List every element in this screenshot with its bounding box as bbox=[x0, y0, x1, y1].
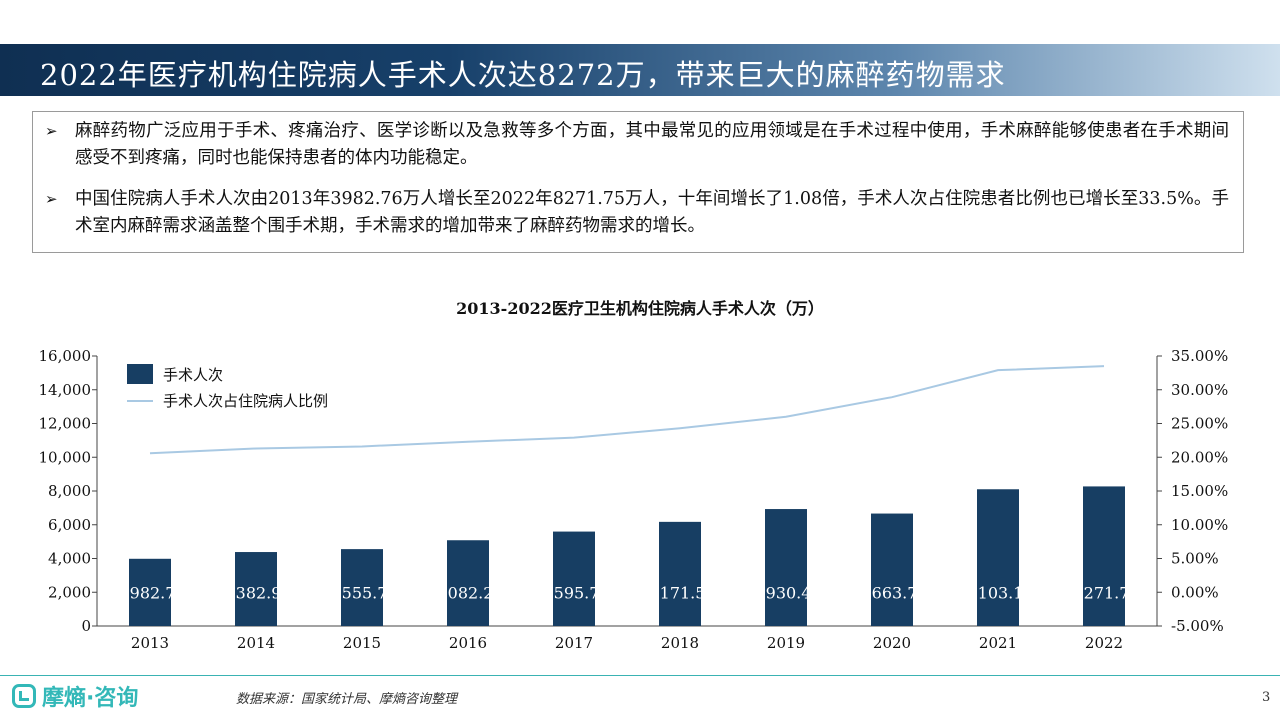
x-tick-label: 2016 bbox=[449, 634, 487, 650]
x-tick-label: 2017 bbox=[555, 634, 593, 650]
chart-title: 2013-2022医疗卫生机构住院病人手术人次（万） bbox=[456, 299, 824, 318]
logo-text: 摩熵·咨询 bbox=[42, 686, 139, 711]
bar-data-label: 5,082.20 bbox=[432, 583, 503, 602]
bar bbox=[765, 509, 807, 626]
y2-tick-label: 15.00% bbox=[1171, 482, 1228, 500]
bar bbox=[659, 521, 701, 626]
data-source: 数据来源：国家统计局、摩熵咨询整理 bbox=[236, 692, 458, 707]
y2-tick-label: 20.00% bbox=[1171, 448, 1228, 466]
legend-line-label: 手术人次占住院病人比例 bbox=[163, 392, 328, 410]
x-tick-label: 2019 bbox=[767, 634, 805, 650]
x-tick-label: 2013 bbox=[131, 634, 169, 650]
y-tick-label: 4,000 bbox=[48, 550, 91, 568]
x-tick-label: 2014 bbox=[237, 634, 275, 650]
bar-data-label: 6,663.74 bbox=[856, 583, 927, 602]
y-tick-label: 10,000 bbox=[39, 448, 92, 466]
arrow-bullet-icon: ➢ bbox=[45, 190, 58, 208]
legend-bar-swatch bbox=[127, 364, 153, 384]
bar-data-label: 8,103.10 bbox=[962, 583, 1033, 602]
bullet-item: ➢ 中国住院病人手术人次由2013年3982.76万人增长至2022年8271.… bbox=[45, 186, 1229, 240]
bar-data-label: 5,595.71 bbox=[538, 583, 609, 602]
y-tick-label: 0 bbox=[81, 617, 91, 635]
x-tick-label: 2015 bbox=[343, 634, 381, 650]
y2-tick-label: 5.00% bbox=[1171, 550, 1219, 568]
y2-tick-label: 25.00% bbox=[1171, 415, 1228, 433]
bar-data-label: 4,382.92 bbox=[220, 583, 291, 602]
bar-data-label: 6,171.58 bbox=[644, 583, 715, 602]
logo-icon bbox=[12, 684, 36, 708]
bar-data-label: 8,271.75 bbox=[1068, 583, 1139, 602]
bar bbox=[1083, 486, 1125, 626]
bar bbox=[341, 549, 383, 626]
y-tick-label: 14,000 bbox=[39, 381, 92, 399]
x-tick-label: 2020 bbox=[873, 634, 911, 650]
y-tick-label: 8,000 bbox=[48, 482, 91, 500]
y2-tick-label: 10.00% bbox=[1171, 516, 1228, 534]
y2-tick-label: -5.00% bbox=[1171, 617, 1224, 635]
bar-data-label: 4,555.70 bbox=[326, 583, 397, 602]
y-tick-label: 2,000 bbox=[48, 583, 91, 601]
x-tick-label: 2022 bbox=[1085, 634, 1123, 650]
bar bbox=[129, 558, 171, 626]
surgery-chart: 0 2,000 4,000 6,000 8,000 10,000 12,000 14,000 1… bbox=[39, 347, 1229, 650]
bar bbox=[871, 513, 913, 626]
bar bbox=[235, 552, 277, 626]
y2-tick-label: 0.00% bbox=[1171, 583, 1219, 601]
title-bar: 2022年医疗机构住院病人手术人次达8272万，带来巨大的麻醉药物需求 bbox=[0, 44, 1280, 96]
legend-bar-label: 手术人次 bbox=[163, 366, 223, 384]
bullet-text: 中国住院病人手术人次由2013年3982.76万人增长至2022年8271.75… bbox=[75, 189, 1229, 236]
bullet-text: 麻醉药物广泛应用于手术、疼痛治疗、医学诊断以及急救等多个方面，其中最常见的应用领… bbox=[75, 121, 1229, 168]
bullet-item: ➢ 麻醉药物广泛应用于手术、疼痛治疗、医学诊断以及急救等多个方面，其中最常见的应… bbox=[45, 118, 1229, 172]
bar bbox=[553, 531, 595, 626]
y-tick-label: 6,000 bbox=[48, 516, 91, 534]
bar-data-label: 6,930.44 bbox=[750, 583, 821, 602]
arrow-bullet-icon: ➢ bbox=[45, 122, 58, 140]
x-tick-label: 2021 bbox=[979, 634, 1017, 650]
x-tick-label: 2018 bbox=[661, 634, 699, 650]
y2-tick-label: 30.00% bbox=[1171, 381, 1228, 399]
company-logo: 摩熵·咨询 bbox=[12, 680, 138, 712]
page-number: 3 bbox=[1262, 690, 1271, 705]
y2-tick-label: 35.00% bbox=[1171, 347, 1228, 365]
bullet-box: ➢ 麻醉药物广泛应用于手术、疼痛治疗、医学诊断以及急救等多个方面，其中最常见的应… bbox=[32, 111, 1244, 253]
bar-data-label: 3,982.76 bbox=[114, 583, 185, 602]
ratio-line bbox=[149, 365, 1105, 455]
bar bbox=[977, 489, 1019, 626]
y-tick-label: 12,000 bbox=[39, 415, 92, 433]
footer-divider bbox=[0, 675, 1280, 676]
bar bbox=[447, 540, 489, 626]
page-title: 2022年医疗机构住院病人手术人次达8272万，带来巨大的麻醉药物需求 bbox=[40, 58, 1006, 92]
y-tick-label: 16,000 bbox=[39, 347, 92, 365]
